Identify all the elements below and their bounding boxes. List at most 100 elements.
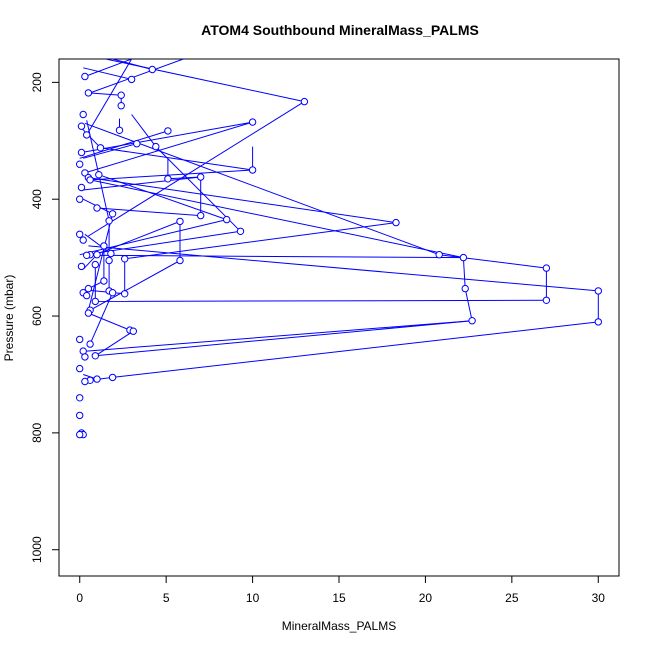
series-line-segment (462, 257, 466, 289)
data-point (76, 195, 84, 203)
y-tick-label: 600 (30, 306, 44, 326)
data-point (197, 211, 205, 220)
data-point (223, 215, 231, 224)
series-line-segment (124, 222, 397, 260)
data-point (100, 277, 108, 285)
data-point (148, 65, 157, 74)
data-point (83, 251, 91, 260)
y-axis-label: Pressure (mbar) (2, 275, 16, 362)
data-point (96, 144, 105, 152)
data-point (81, 377, 89, 386)
x-tick-label: 10 (246, 591, 260, 605)
series-line-segment (79, 176, 201, 191)
data-point (461, 284, 469, 293)
x-axis-label: MineralMass_PALMS (282, 619, 396, 633)
series-line-segment (90, 169, 253, 181)
series-line-segment (95, 299, 547, 302)
data-point (83, 131, 91, 139)
x-axis: 0 5 10 15 20 25 30 (76, 575, 606, 605)
data-point (107, 249, 115, 258)
data-point (76, 394, 84, 402)
data-point (117, 91, 125, 99)
data-point (77, 262, 86, 271)
series-line-segment (81, 121, 253, 153)
data-point (121, 290, 129, 298)
series-line-segment (112, 59, 153, 70)
data-point (542, 264, 551, 272)
data-point (77, 183, 86, 192)
data-point (93, 375, 101, 383)
data-point (129, 327, 138, 335)
series-line-segment (93, 230, 241, 254)
data-point (95, 171, 103, 179)
data-point (133, 140, 141, 148)
series-line-segment (89, 59, 184, 94)
data-point (176, 217, 184, 226)
series-line-segment (89, 179, 464, 259)
data-point (93, 251, 101, 259)
data-point (594, 318, 602, 326)
data-point (152, 142, 160, 151)
data-point (83, 291, 91, 300)
data-point (77, 148, 86, 157)
data-point (105, 256, 113, 265)
y-tick-label: 400 (30, 189, 44, 209)
data-point (86, 176, 94, 184)
data-point (76, 364, 84, 373)
data-point (76, 160, 84, 168)
data-point (164, 175, 172, 183)
series-line-segment (84, 121, 253, 174)
data-point (79, 110, 87, 119)
series-line-segment (89, 292, 114, 345)
series-line-segment (83, 143, 137, 159)
data-point (248, 166, 257, 174)
x-tick-label: 20 (419, 591, 433, 605)
series-line-segment (88, 101, 305, 237)
series-line-segment (86, 120, 110, 221)
data-point (108, 373, 117, 382)
data-point (117, 102, 125, 110)
data-point (392, 218, 400, 227)
data-point (542, 296, 551, 304)
series-line-segment (112, 321, 599, 378)
series-line-segment (95, 220, 181, 256)
data-point (77, 122, 86, 130)
series-line-segment (95, 320, 473, 357)
series-line-segment (88, 312, 131, 331)
data-point (127, 75, 136, 84)
series-line-segment (86, 254, 464, 259)
data-point (594, 287, 602, 295)
data-point (76, 230, 84, 239)
data-point (76, 411, 84, 420)
data-point (84, 284, 93, 293)
x-tick-label: 5 (163, 591, 170, 605)
data-point (76, 335, 84, 344)
series-line-segment (88, 92, 122, 96)
data-point (91, 260, 100, 269)
y-axis: 200 400 600 800 1000 (30, 72, 60, 563)
data-point (84, 89, 93, 97)
x-tick-label: 30 (592, 591, 606, 605)
series-line-segment (84, 233, 112, 254)
data-point (81, 72, 89, 81)
series-line-segment (96, 207, 201, 217)
y-tick-label: 1000 (30, 536, 44, 563)
x-tick-label: 15 (332, 591, 346, 605)
data-point (176, 256, 184, 265)
data-point (236, 227, 245, 236)
series-line-segment (464, 288, 473, 321)
data-point (81, 353, 89, 361)
series-line-segment (88, 177, 397, 224)
data-point (84, 309, 93, 317)
x-tick-label: 25 (505, 591, 519, 605)
series-line-segment (87, 213, 114, 311)
data-point (93, 204, 101, 212)
data-point (197, 173, 205, 181)
series-line-segment (100, 147, 253, 171)
data-point (459, 253, 468, 262)
data-point (91, 352, 100, 360)
data-point (108, 289, 117, 297)
x-tick-label: 0 (76, 591, 83, 605)
data-point (105, 217, 113, 225)
data-point (76, 430, 84, 439)
